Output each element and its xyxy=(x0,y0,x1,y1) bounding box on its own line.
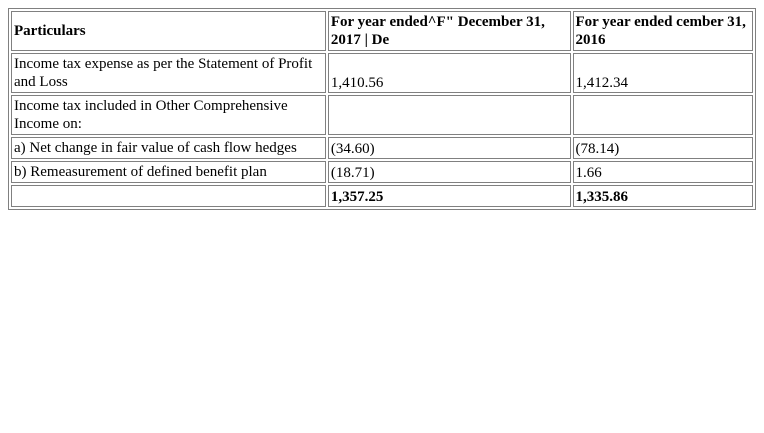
row-label: Income tax expense as per the Statement … xyxy=(11,53,326,93)
total-row: 1,357.25 1,335.86 xyxy=(11,185,753,207)
table-row: a) Net change in fair value of cash flow… xyxy=(11,137,753,159)
cell-2017: 1,410.56 xyxy=(327,53,571,93)
cell-2017: (18.71) xyxy=(327,161,571,183)
table-row: Income tax expense as per the Statement … xyxy=(11,53,753,93)
header-particulars: Particulars xyxy=(11,11,326,51)
cell-2016: 1.66 xyxy=(572,161,753,183)
cell-2017 xyxy=(327,95,571,135)
table-header-row: Particulars For year ended^F" December 3… xyxy=(11,11,753,51)
row-label xyxy=(11,185,326,207)
row-label: a) Net change in fair value of cash flow… xyxy=(11,137,326,159)
income-tax-table: Particulars For year ended^F" December 3… xyxy=(8,8,756,210)
row-label: Income tax included in Other Comprehensi… xyxy=(11,95,326,135)
table-row: Income tax included in Other Comprehensi… xyxy=(11,95,753,135)
cell-2016 xyxy=(572,95,753,135)
cell-2016: (78.14) xyxy=(572,137,753,159)
cell-2016: 1,412.34 xyxy=(572,53,753,93)
table-row: b) Remeasurement of defined benefit plan… xyxy=(11,161,753,183)
total-2016: 1,335.86 xyxy=(572,185,753,207)
header-year-2017: For year ended^F" December 31, 2017 | De xyxy=(327,11,571,51)
row-label: b) Remeasurement of defined benefit plan xyxy=(11,161,326,183)
cell-2017: (34.60) xyxy=(327,137,571,159)
total-2017: 1,357.25 xyxy=(327,185,571,207)
header-year-2016: For year ended cember 31, 2016 xyxy=(572,11,753,51)
